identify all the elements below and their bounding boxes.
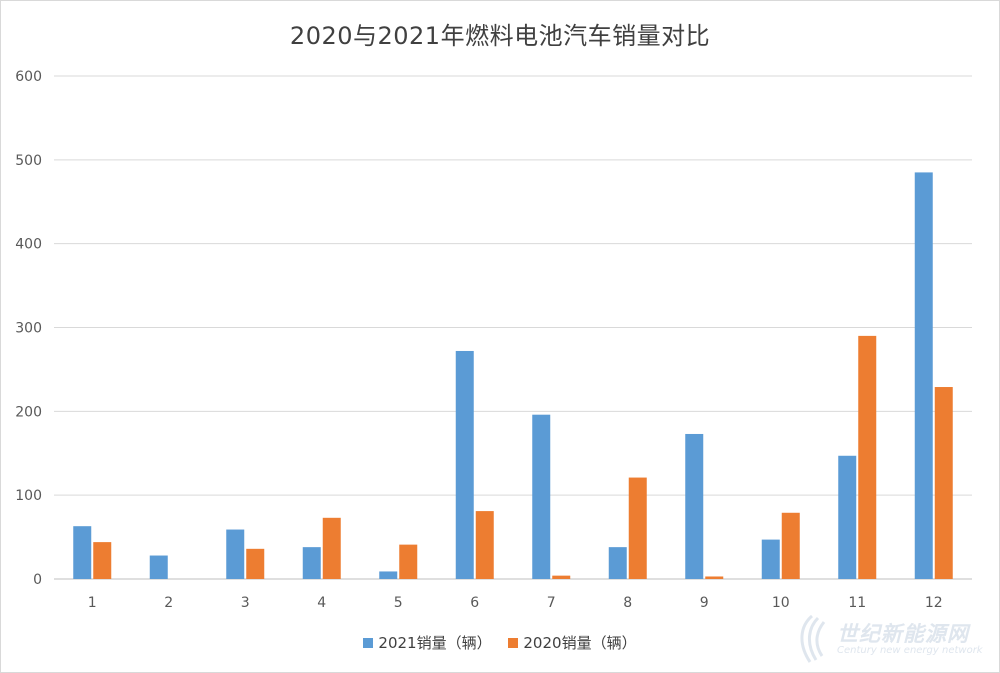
bar-2021-month-6: [455, 350, 474, 579]
bar-2020-month-11: [858, 335, 877, 579]
bar-2021-month-11: [838, 455, 857, 579]
bar-2020-month-9: [705, 576, 724, 579]
x-tick-label: 7: [547, 595, 556, 611]
bars: [73, 172, 953, 580]
x-tick-label: 6: [470, 595, 479, 611]
bar-2021-month-4: [302, 547, 321, 579]
legend-label-2021: 2021销量（辆）: [378, 634, 492, 652]
x-tick-label: 10: [772, 595, 790, 611]
x-tick-label: 9: [700, 595, 709, 611]
bar-2020-month-8: [628, 477, 647, 579]
bar-2020-month-5: [399, 544, 418, 579]
legend-swatch-2020: [508, 637, 519, 648]
x-tick-label: 8: [623, 595, 632, 611]
x-tick-label: 2: [164, 595, 173, 611]
x-tick-label: 5: [394, 595, 403, 611]
bar-2021-month-1: [73, 526, 92, 579]
bar-2020-month-12: [934, 387, 953, 579]
bar-2020-month-3: [246, 548, 265, 579]
x-tick-label: 11: [848, 595, 866, 611]
bar-2020-month-4: [322, 517, 341, 579]
bar-2020-month-6: [475, 511, 494, 579]
y-axis-ticks: 0 100 200 300 400 500 600: [15, 69, 42, 588]
x-axis-ticks: 1 2 3 4 5 6 7 8 9 10 11 12: [88, 595, 943, 611]
y-tick-label: 100: [15, 488, 42, 504]
y-tick-label: 300: [15, 321, 42, 337]
chart-title: 2020与2021年燃料电池汽车销量对比: [289, 22, 711, 50]
watermark-text-en: Century new energy network: [837, 645, 983, 656]
x-tick-label: 1: [88, 595, 97, 611]
watermark-text-cn: 世纪新能源网: [837, 622, 969, 646]
y-tick-label: 500: [15, 153, 42, 169]
bar-2021-month-5: [379, 571, 398, 579]
watermark: 世纪新能源网 Century new energy network: [790, 612, 995, 668]
y-tick-label: 400: [15, 237, 42, 253]
gridlines: [54, 75, 972, 580]
y-tick-label: 600: [15, 69, 42, 85]
y-tick-label: 0: [33, 572, 42, 588]
bar-2020-month-10: [781, 512, 800, 579]
bar-2020-month-7: [552, 575, 571, 579]
bar-2021-month-12: [914, 172, 933, 580]
x-tick-label: 4: [317, 595, 326, 611]
legend: 2021销量（辆） 2020销量（辆）: [0, 632, 1000, 653]
watermark-logo-icon: [800, 614, 826, 663]
bar-2021-month-3: [226, 529, 245, 579]
legend-item-2021: 2021销量（辆）: [363, 632, 492, 653]
x-tick-label: 3: [241, 595, 250, 611]
x-tick-label: 12: [925, 595, 943, 611]
bar-2021-month-10: [761, 539, 780, 579]
bar-2021-month-7: [532, 414, 551, 579]
legend-label-2020: 2020销量（辆）: [523, 634, 637, 652]
y-tick-label: 200: [15, 404, 42, 420]
bar-2021-month-9: [685, 433, 704, 579]
legend-swatch-2021: [363, 637, 374, 648]
bar-2021-month-8: [608, 547, 627, 579]
bar-2021-month-2: [149, 555, 168, 579]
bar-2020-month-1: [93, 542, 112, 579]
legend-item-2020: 2020销量（辆）: [508, 632, 637, 653]
